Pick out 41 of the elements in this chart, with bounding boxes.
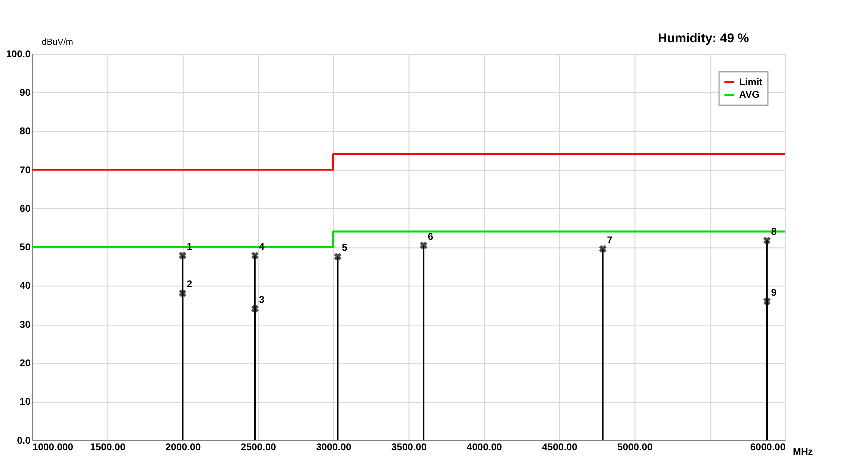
x-tick-label: 3000.00 [316,442,352,454]
annotation: 3 [259,295,266,306]
point [251,305,259,313]
x-tick-label: 4000.00 [466,442,503,454]
y-tick-label: 40 [20,281,32,292]
annotation: 9 [771,288,778,299]
point [179,252,187,260]
y-tick-label: 50 [20,242,32,254]
y-tick-label: 10 [20,397,32,408]
y-tick-label: 30 [20,320,32,331]
x-tick-label: 1000.000 [32,442,74,454]
y-tick-label: 20 [20,358,32,370]
point [763,298,771,306]
x-tick-label: 5000.00 [618,442,654,454]
text: Humidity: 49 % [658,30,750,46]
point [763,236,771,244]
x-tick-label: 2000.00 [166,442,202,454]
y-tick-label: 0.0 [17,436,32,447]
annotation: 2 [187,280,194,291]
point [599,245,607,253]
point [251,252,259,260]
legend-label: AVG [739,90,760,102]
annotation: 5 [342,242,348,254]
point [420,242,428,250]
annotation: 7 [607,235,613,246]
x-tick-label: 4500.00 [542,442,578,454]
point [334,253,342,261]
point [179,290,187,298]
x-tick-label: 2500.00 [241,442,277,454]
x-axis-title: MHz [793,447,814,458]
x-tick-label: 3500.00 [392,442,428,454]
annotation: 6 [428,232,434,243]
y-tick-label: 80 [20,126,32,138]
y-tick-label: 70 [20,165,32,176]
y-tick-label: 90 [20,88,32,100]
x-tick-label: 1500.00 [90,442,126,454]
x-tick-label: 6000.00 [750,442,786,454]
legend-label: Limit [739,77,764,88]
y-axis-title: dBuV/m [42,37,74,48]
y-tick-label: 100.0 [6,49,32,60]
y-tick-label: 60 [20,204,32,215]
